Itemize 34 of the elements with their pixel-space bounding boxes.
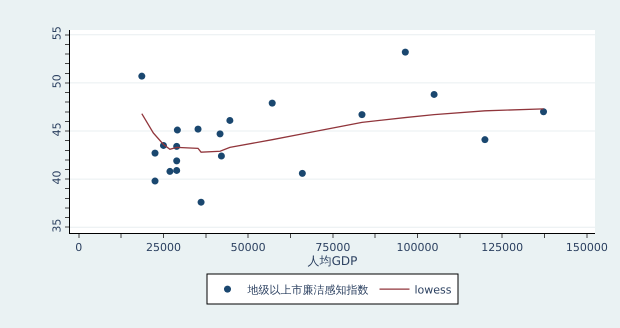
point [218, 152, 225, 160]
point [226, 116, 234, 124]
point [198, 198, 205, 206]
point [152, 150, 159, 157]
point [166, 168, 174, 175]
point [216, 130, 224, 138]
x-tick-label: 25000 [146, 241, 181, 254]
x-tick-label: 100000 [396, 241, 439, 254]
point [358, 111, 366, 118]
x-tick-label: 75000 [315, 241, 350, 254]
y-tick-label: 35 [50, 218, 64, 233]
point [402, 48, 409, 56]
point [194, 126, 202, 133]
point [152, 178, 159, 185]
point [481, 136, 488, 144]
point [268, 100, 276, 107]
point [430, 90, 438, 98]
x-tick-label: 125000 [481, 241, 524, 254]
x-tick-label: 150000 [566, 241, 608, 254]
x-tick-label: 50000 [230, 241, 266, 254]
legend-label: 地级以上市廉洁感知指数 [246, 283, 368, 296]
point [173, 166, 180, 174]
y-tick-label: 55 [50, 26, 64, 40]
point [298, 170, 306, 177]
x-tick-label: 0 [75, 241, 82, 254]
point [173, 157, 180, 164]
y-tick-label: 45 [50, 122, 64, 136]
point [138, 72, 146, 80]
y-tick-label: 50 [50, 74, 64, 88]
x-axis-title: 人均GDP [308, 254, 358, 268]
legend-label: lowess [414, 283, 452, 296]
point [540, 108, 548, 116]
y-tick-label: 40 [50, 170, 64, 184]
point [174, 126, 181, 134]
